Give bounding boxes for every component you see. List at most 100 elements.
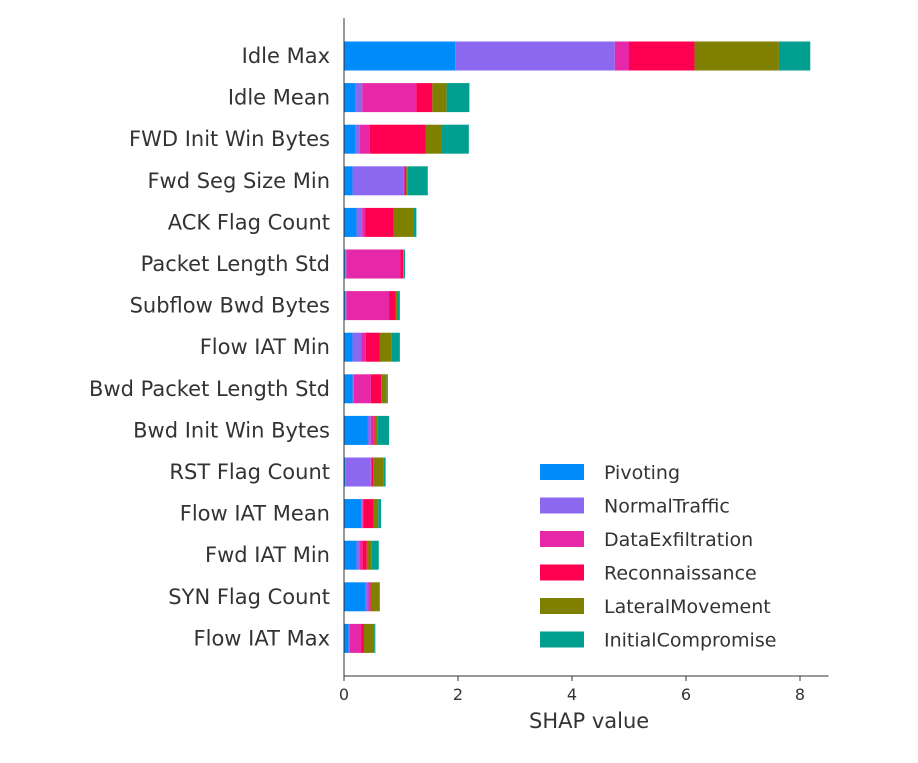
bar-segment-pivoting-5: [344, 249, 346, 279]
bar-segment-reconnaissance-8: [370, 374, 382, 404]
bar-segment-reconnaissance-1: [416, 83, 433, 113]
bar-segment-initialcompromise-6: [397, 291, 400, 321]
bar-segment-normaltraffic-11: [361, 499, 363, 529]
bar-segment-dataexfiltration-10: [370, 457, 372, 487]
bar-segment-normaltraffic-14: [348, 623, 350, 653]
bar-segment-reconnaissance-13: [369, 582, 371, 612]
bar-segment-dataexfiltration-3: [403, 166, 405, 196]
legend: Pivoting NormalTraffic DataExfiltration Rec…: [540, 462, 776, 652]
bar-segment-reconnaissance-2: [369, 124, 426, 154]
bar-segment-lateralmovement-8: [381, 374, 387, 404]
bar-segment-pivoting-9: [344, 415, 368, 445]
legend-swatch-normaltraffic: [540, 497, 584, 514]
bar-segment-reconnaissance-14: [361, 623, 364, 653]
bar-segment-normaltraffic-4: [356, 207, 363, 237]
bar-segment-initialcompromise-2: [441, 124, 469, 154]
legend-swatch-reconnaissance: [540, 564, 584, 581]
legend-label: NormalTraffic: [604, 496, 730, 518]
bar-segment-lateralmovement-12: [366, 540, 372, 570]
bar-segment-pivoting-11: [344, 499, 362, 529]
bar-segment-lateralmovement-0: [694, 41, 779, 71]
bar-segment-lateralmovement-1: [432, 83, 447, 113]
bar-segment-pivoting-12: [344, 540, 357, 570]
bar-segment-initialcompromise-5: [403, 249, 405, 279]
bar-segment-pivoting-14: [344, 623, 349, 653]
x-tick-label: 0: [339, 685, 349, 704]
axes: [343, 18, 829, 677]
bar-segment-reconnaissance-4: [365, 207, 394, 237]
bar-segment-initialcompromise-9: [377, 415, 390, 445]
x-tick-label: 4: [567, 685, 577, 704]
bar-segment-pivoting-4: [344, 207, 357, 237]
feature-label: ACK Flag Count: [168, 210, 330, 234]
bar-segment-reconnaissance-6: [389, 291, 396, 321]
feature-label: FWD Init Win Bytes: [129, 127, 330, 151]
bar-segment-initialcompromise-8: [386, 374, 388, 404]
legend-label: LateralMovement: [604, 596, 771, 618]
bar-segment-reconnaissance-9: [373, 415, 375, 445]
bar-segment-dataexfiltration-7: [361, 332, 366, 362]
feature-label: Bwd Init Win Bytes: [133, 418, 330, 442]
legend-label: Reconnaissance: [604, 563, 757, 585]
bar-segment-lateralmovement-13: [370, 582, 380, 612]
bar-segment-normaltraffic-7: [352, 332, 362, 362]
feature-label: RST Flag Count: [169, 460, 330, 484]
bar-segment-initialcompromise-3: [407, 166, 428, 196]
bar-segment-pivoting-8: [344, 374, 353, 404]
legend-label: DataExfiltration: [604, 529, 753, 551]
bar-segment-lateralmovement-11: [373, 499, 379, 529]
bar-segment-initialcompromise-10: [383, 457, 386, 487]
feature-label: Bwd Packet Length Std: [89, 377, 330, 401]
bar-segment-pivoting-0: [344, 41, 456, 71]
bar-segment-pivoting-10: [344, 457, 346, 487]
bar-segment-normaltraffic-8: [352, 374, 354, 404]
bar-segment-initialcompromise-4: [413, 207, 417, 237]
bar-segment-dataexfiltration-12: [359, 540, 363, 570]
bar-segment-lateralmovement-5: [403, 249, 404, 279]
bar-segment-lateralmovement-9: [374, 415, 378, 445]
bar-segment-reconnaissance-0: [629, 41, 695, 71]
bar-segment-dataexfiltration-11: [362, 499, 364, 529]
bar-segment-pivoting-1: [344, 83, 356, 113]
feature-labels: Idle Max Idle Mean FWD Init Win Bytes Fwd S…: [89, 44, 330, 650]
bar-segment-dataexfiltration-1: [362, 83, 417, 113]
bar-segment-dataexfiltration-6: [346, 291, 390, 321]
feature-label: Flow IAT Max: [194, 626, 330, 650]
bar-segment-dataexfiltration-8: [353, 374, 371, 404]
bar-segment-initialcompromise-0: [778, 41, 811, 71]
bar-segment-pivoting-3: [344, 166, 353, 196]
bar-segment-pivoting-13: [344, 582, 366, 612]
legend-swatch-pivoting: [540, 464, 584, 480]
bar-segment-pivoting-7: [344, 332, 353, 362]
bar-segment-initialcompromise-14: [374, 623, 376, 653]
bar-segment-reconnaissance-7: [365, 332, 380, 362]
bar-segment-dataexfiltration-5: [346, 249, 401, 279]
bar-segment-normaltraffic-9: [367, 415, 371, 445]
bar-segment-normaltraffic-13: [365, 582, 369, 612]
bar-segment-lateralmovement-14: [363, 623, 375, 653]
x-tick-label: 8: [795, 685, 805, 704]
bar-segment-initialcompromise-11: [378, 499, 382, 529]
feature-label: Fwd IAT Min: [205, 543, 330, 567]
feature-label: Idle Max: [242, 44, 330, 68]
x-axis-label: SHAP value: [529, 709, 649, 733]
legend-label: Pivoting: [604, 462, 680, 484]
x-ticks: 0 2 4 6 8: [339, 676, 805, 704]
feature-label: Idle Mean: [228, 86, 330, 110]
bar-segment-normaltraffic-10: [345, 457, 371, 487]
bar-segment-dataexfiltration-9: [370, 415, 374, 445]
bar-segment-lateralmovement-7: [379, 332, 392, 362]
feature-label: Packet Length Std: [141, 252, 330, 276]
bar-segment-lateralmovement-3: [406, 166, 408, 196]
feature-label: SYN Flag Count: [168, 585, 330, 609]
bar-segment-normaltraffic-6: [345, 291, 347, 321]
legend-label: InitialCompromise: [604, 630, 776, 652]
bar-segment-lateralmovement-10: [373, 457, 384, 487]
legend-swatch-initialcompromise: [540, 631, 584, 648]
bar-segment-lateralmovement-2: [425, 124, 442, 154]
bar-segment-initialcompromise-12: [371, 540, 379, 570]
bar-segment-reconnaissance-11: [363, 499, 374, 529]
bar-segment-initialcompromise-1: [446, 83, 470, 113]
feature-label: Subflow Bwd Bytes: [130, 294, 330, 318]
